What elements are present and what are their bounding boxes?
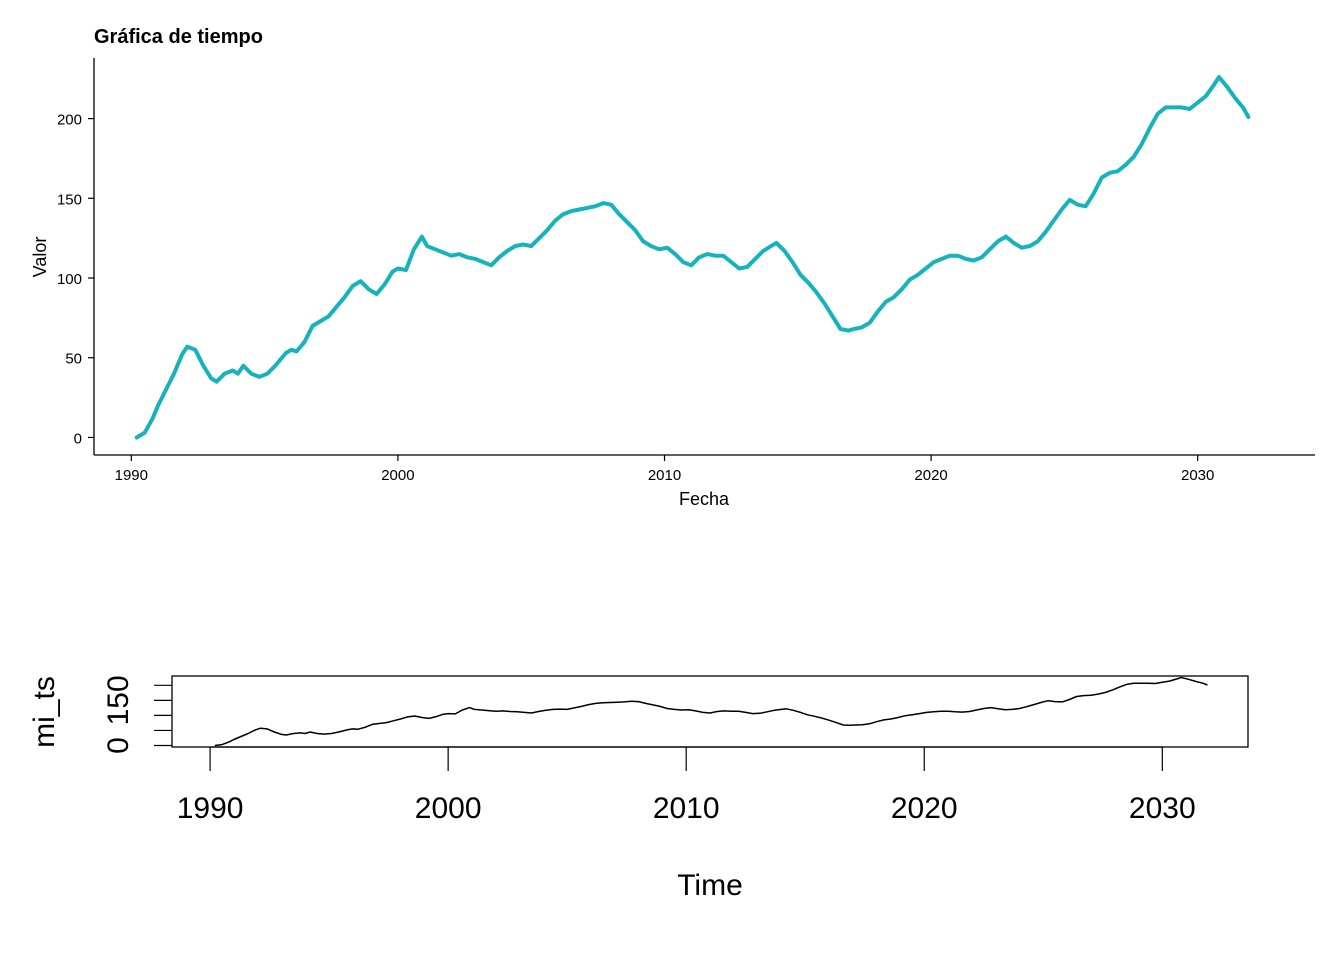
y-axis-label: Valor [30,237,50,278]
y-ticks: 0 150 [102,675,172,754]
x-tick-label: 1990 [115,467,148,484]
x-ticks: 1990 2000 2010 2020 2030 [177,746,1196,825]
y-tick-label: 0 [74,430,82,447]
ggplot-chart: Gráfica de tiempo 0 50 100 150 200 1990 2000 2… [30,26,1315,509]
series-line-valor [134,75,1251,440]
x-tick-label: 2030 [1181,467,1214,484]
y-tick-label: 100 [57,271,82,288]
y-tick-label: 150 [57,191,82,208]
x-tick-label: 2010 [648,467,681,484]
y-tick-label: 50 [65,351,82,368]
x-tick-label: 1990 [177,792,244,825]
y-axis-label: mi_ts [28,676,61,748]
y-tick-label: 150 [102,675,135,725]
base-ts-chart: 0 150 1990 2000 2010 2020 2030 Time mi_ts [28,675,1249,902]
y-tick-label: 200 [57,112,82,129]
series-line-mi-ts [214,676,1208,747]
x-tick-label: 2000 [415,792,482,825]
y-ticks: 0 50 100 150 200 [57,112,94,447]
x-tick-label: 2020 [914,467,947,484]
x-axis-label: Time [677,869,743,902]
x-axis-label: Fecha [679,489,730,509]
y-tick-label: 0 [102,737,135,754]
x-tick-label: 2000 [381,467,414,484]
x-tick-label: 2020 [891,792,958,825]
chart-title: Gráfica de tiempo [94,26,263,48]
x-tick-label: 2030 [1129,792,1196,825]
x-ticks: 1990 2000 2010 2020 2030 [115,455,1214,484]
axes [93,58,1315,456]
plot-box [171,675,1249,748]
x-tick-label: 2010 [653,792,720,825]
